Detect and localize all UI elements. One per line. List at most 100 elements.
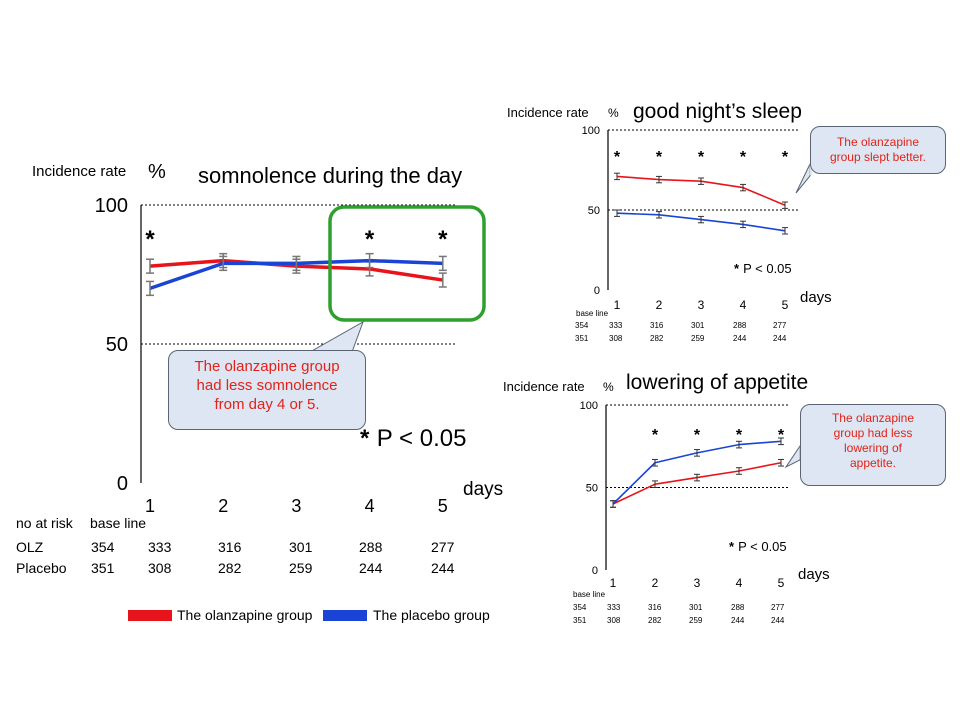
main-risk-cell: 277 [431, 539, 455, 555]
sleep-chart-title: good night’s sleep [633, 100, 802, 123]
main-risk-header: no at risk [16, 515, 74, 531]
main-risk-row-label: OLZ [16, 539, 44, 555]
sleep-risk-cell: 301 [691, 321, 705, 330]
main-p-note: P < 0.05 [377, 425, 467, 452]
sleep-x-tick-label: 5 [782, 298, 789, 312]
main-significance-marker: * [365, 226, 375, 253]
main-chart-title: somnolence during the day [198, 163, 462, 188]
sleep-risk-cell: 351 [575, 334, 589, 343]
sleep-risk-cell: 244 [733, 334, 747, 343]
main-y-axis-label: Incidence rate [32, 163, 126, 180]
main-y-tick-label: 0 [117, 473, 128, 495]
appetite-risk-cell: 308 [607, 616, 621, 625]
main-y-tick-label: 50 [106, 334, 128, 356]
appetite-series-line [612, 461, 782, 505]
appetite-x-tick-label: 4 [736, 576, 743, 590]
main-significance-marker: * [438, 226, 448, 253]
main-y-tick-label: 100 [95, 195, 128, 217]
sleep-risk-cell: 282 [650, 334, 664, 343]
main-p-note-star: * [360, 425, 370, 452]
sleep-x-tick-label: 1 [614, 298, 621, 312]
sleep-y-axis-label: Incidence rate [507, 105, 589, 120]
legend-label-placebo: The placebo group [373, 607, 490, 623]
main-x-tick-label: 2 [218, 496, 228, 516]
main-risk-cell: 351 [91, 560, 115, 576]
appetite-x-tick-label: 5 [778, 576, 785, 590]
sleep-callout: The olanzapine group slept better. [810, 126, 946, 174]
sleep-risk-cell: 308 [609, 334, 623, 343]
appetite-chart-title: lowering of appetite [626, 371, 808, 394]
appetite-y-axis-label: Incidence rate [503, 379, 585, 394]
main-risk-cell: 316 [218, 539, 242, 555]
main-callout: The olanzapine group had less somnolence… [168, 350, 366, 430]
main-risk-cell: 244 [431, 560, 455, 576]
sleep-risk-cell: 354 [575, 321, 589, 330]
appetite-risk-cell: 277 [771, 603, 785, 612]
appetite-significance-marker: * [736, 427, 743, 444]
appetite-y-unit: % [603, 380, 614, 394]
main-risk-cell: 282 [218, 560, 242, 576]
main-callout-line: had less somnolence [196, 376, 338, 394]
sleep-significance-marker: * [740, 149, 747, 166]
appetite-risk-cell: 244 [771, 616, 785, 625]
sleep-p-note: P < 0.05 [743, 261, 792, 276]
sleep-callout-tail [795, 163, 811, 194]
sleep-significance-marker: * [614, 149, 621, 166]
appetite-risk-cell: 351 [573, 616, 587, 625]
sleep-x-tick-label: 4 [740, 298, 747, 312]
sleep-x-tick-label: 3 [698, 298, 705, 312]
appetite-x-tick-label: 2 [652, 576, 659, 590]
main-risk-cell: 354 [91, 539, 115, 555]
appetite-risk-cell: 259 [689, 616, 703, 625]
appetite-callout-line: appetite. [849, 456, 897, 470]
appetite-significance-marker: * [652, 427, 659, 444]
appetite-risk-cell: 301 [689, 603, 703, 612]
main-y-unit: % [148, 161, 166, 183]
sleep-risk-cell: 316 [650, 321, 664, 330]
legend-swatch-placebo [323, 610, 367, 621]
appetite-risk-cell: 244 [731, 616, 745, 625]
sleep-y-tick-label: 0 [594, 285, 600, 297]
appetite-y-tick-label: 50 [586, 482, 598, 494]
appetite-x-tick-label: 1 [610, 576, 617, 590]
sleep-risk-cell: 244 [773, 334, 787, 343]
main-x-tick-label: 4 [365, 496, 375, 516]
appetite-callout-line: The olanzapine [831, 411, 915, 425]
main-risk-row-label: Placebo [16, 560, 67, 576]
appetite-risk-cell: 316 [648, 603, 662, 612]
main-significance-marker: * [145, 226, 155, 253]
sleep-callout-line: The olanzapine [836, 135, 920, 149]
main-risk-cell: 244 [359, 560, 383, 576]
main-risk-cell: 288 [359, 539, 383, 555]
appetite-risk-cell: 354 [573, 603, 587, 612]
appetite-p-note-star: * [729, 539, 735, 554]
appetite-significance-marker: * [778, 427, 785, 444]
main-risk-cell: 308 [148, 560, 172, 576]
main-risk-header: base line [90, 515, 146, 531]
appetite-x-axis-label: days [798, 566, 830, 583]
appetite-risk-header: base line [573, 590, 606, 599]
sleep-p-note-star: * [734, 261, 740, 276]
appetite-risk-cell: 288 [731, 603, 745, 612]
sleep-risk-cell: 277 [773, 321, 787, 330]
main-callout-tail [308, 320, 364, 353]
sleep-y-tick-label: 50 [588, 205, 600, 217]
legend-label-olz: The olanzapine group [177, 607, 313, 623]
main-x-tick-label: 3 [291, 496, 301, 516]
sleep-risk-header: base line [576, 309, 609, 318]
sleep-significance-marker: * [656, 149, 663, 166]
appetite-y-tick-label: 0 [592, 565, 598, 577]
appetite-p-note: P < 0.05 [738, 539, 787, 554]
sleep-significance-marker: * [698, 149, 705, 166]
sleep-significance-marker: * [782, 149, 789, 166]
appetite-x-tick-label: 3 [694, 576, 701, 590]
sleep-risk-cell: 259 [691, 334, 705, 343]
appetite-callout: The olanzapine group had less lowering o… [800, 404, 946, 486]
appetite-risk-cell: 282 [648, 616, 662, 625]
sleep-callout-line: group slept better. [829, 150, 927, 164]
main-callout-line: from day 4 or 5. [214, 395, 320, 413]
appetite-callout-tail [784, 444, 801, 469]
appetite-callout-line: group had less [833, 426, 913, 440]
sleep-y-unit: % [608, 106, 619, 120]
